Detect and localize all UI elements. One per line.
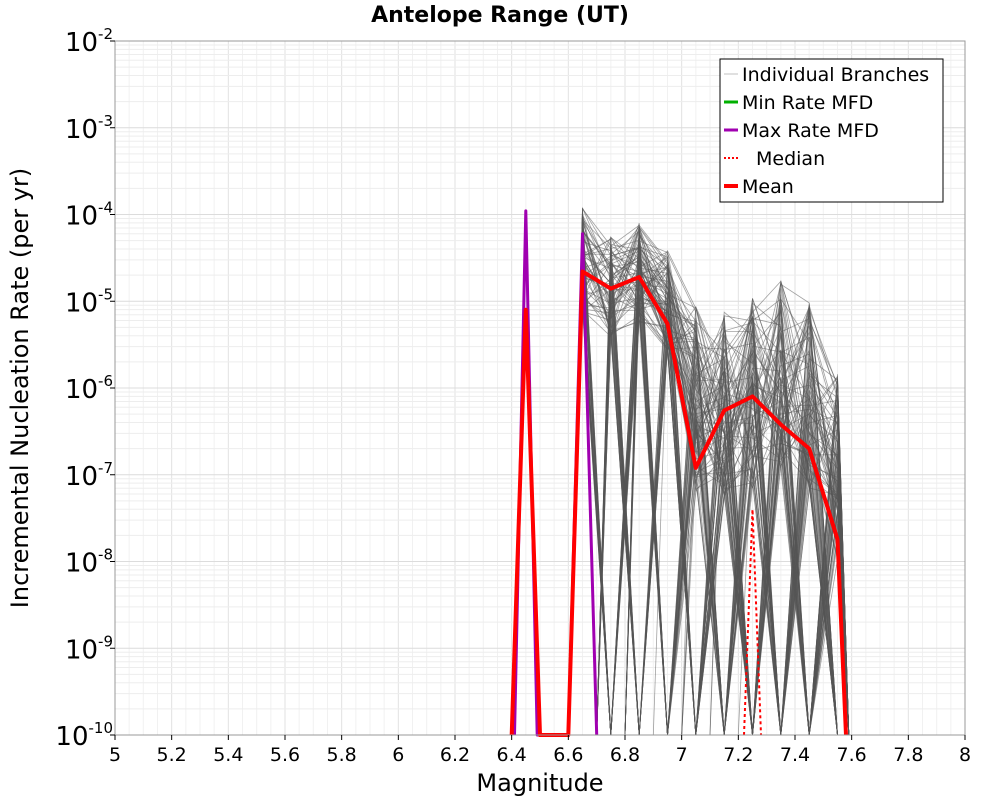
x-tick-label: 6.4 <box>497 744 527 766</box>
branch-line <box>567 207 850 736</box>
y-tick-base: 10 <box>65 549 98 579</box>
y-tick-base: 10 <box>65 115 98 145</box>
legend-label: Max Rate MFD <box>742 120 879 142</box>
y-tick-label: 10-2 <box>65 25 113 58</box>
y-axis-label: Incremental Nucleation Rate (per yr) <box>6 168 34 608</box>
y-tick-label: 10-8 <box>65 546 113 579</box>
chart-title: Antelope Range (UT) <box>371 3 629 28</box>
branch-line <box>567 297 850 736</box>
x-tick-label: 6.8 <box>610 744 640 766</box>
y-tick-label: 10-5 <box>65 285 113 318</box>
x-tick-label: 6.2 <box>440 744 470 766</box>
x-tick-label: 7 <box>676 744 688 766</box>
y-tick-exponent: -3 <box>98 112 113 130</box>
grid <box>114 41 966 736</box>
y-tick-label: 10-3 <box>65 112 113 145</box>
y-tick-label: 10-4 <box>65 199 113 232</box>
x-ticks: 5 5.2 5.4 5.6 5.8 6 6.2 6.4 6.6 6.8 7 7.2 7.4 7.6 7.8 8 <box>109 735 971 766</box>
y-tick-label: 10-10 <box>55 719 113 752</box>
x-tick-label: 6.6 <box>553 744 583 766</box>
legend-label: Median <box>756 148 825 170</box>
x-tick-label: 5 <box>109 744 121 766</box>
legend-label: Min Rate MFD <box>742 92 873 114</box>
y-tick-base: 10 <box>65 462 98 492</box>
branch-line <box>567 246 850 736</box>
y-tick-base: 10 <box>65 288 98 318</box>
x-tick-label: 5.2 <box>157 744 187 766</box>
y-tick-label: 10-9 <box>65 632 113 665</box>
y-tick-exponent: -10 <box>89 719 114 737</box>
legend: Individual Branches Min Rate MFD Max Rate … <box>719 58 944 203</box>
y-tick-exponent: -6 <box>98 372 113 390</box>
y-tick-label: 10-7 <box>65 459 113 492</box>
legend-label: Individual Branches <box>742 64 929 86</box>
y-tick-exponent: -7 <box>98 459 113 477</box>
y-tick-base: 10 <box>65 202 98 232</box>
y-tick-label: 10-6 <box>65 372 113 405</box>
individual-branches <box>567 206 850 736</box>
x-tick-label: 5.8 <box>327 744 357 766</box>
x-tick-label: 7.6 <box>837 744 867 766</box>
branch-line <box>567 241 850 736</box>
y-tick-base: 10 <box>65 635 98 665</box>
y-tick-exponent: -2 <box>98 25 113 43</box>
y-ticks: 10-210-310-410-510-610-710-810-910-10 <box>55 25 115 752</box>
x-tick-label: 5.6 <box>270 744 300 766</box>
y-tick-exponent: -8 <box>98 546 113 564</box>
x-axis-label: Magnitude <box>476 769 603 797</box>
branch-line <box>596 247 849 736</box>
branch-line <box>624 244 850 736</box>
y-tick-exponent: -5 <box>98 285 113 303</box>
legend-box <box>719 58 944 203</box>
x-tick-label: 7.8 <box>893 744 923 766</box>
x-tick-label: 8 <box>959 744 971 766</box>
y-tick-base: 10 <box>55 722 88 752</box>
y-tick-exponent: -4 <box>98 199 113 217</box>
x-tick-label: 6 <box>392 744 404 766</box>
y-tick-exponent: -9 <box>98 632 113 650</box>
x-tick-label: 5.4 <box>213 744 243 766</box>
y-tick-base: 10 <box>65 28 98 58</box>
x-tick-label: 7.2 <box>723 744 753 766</box>
x-tick-label: 7.4 <box>780 744 810 766</box>
y-tick-base: 10 <box>65 375 98 405</box>
legend-label: Mean <box>742 176 794 198</box>
